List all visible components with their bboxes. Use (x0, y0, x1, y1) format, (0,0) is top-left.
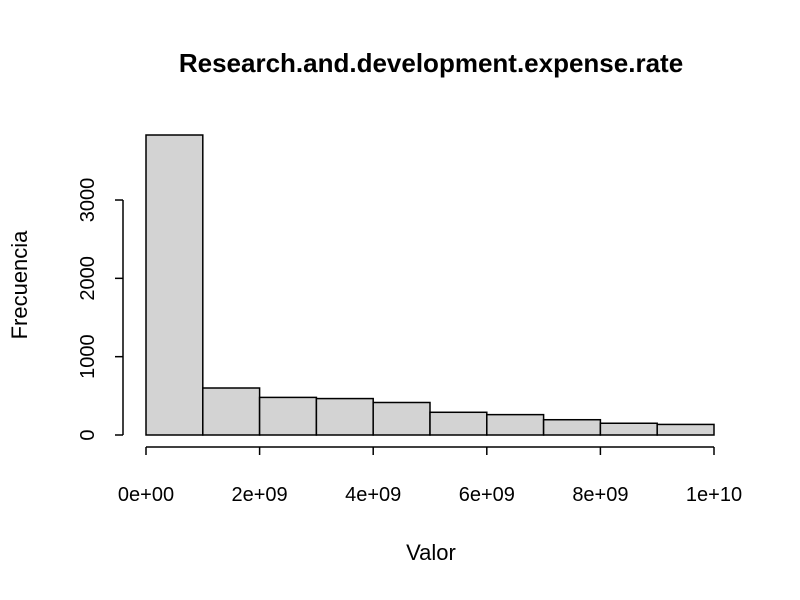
x-axis: 0e+00 2e+09 4e+09 6e+09 8e+09 1e+10 (118, 446, 742, 506)
x-tick-label: 4e+09 (345, 484, 401, 506)
histogram-bar (486, 413, 545, 436)
histogram-bar (542, 418, 602, 436)
x-tick-label: 1e+10 (686, 484, 742, 506)
chart-title: Research.and.development.expense.rate (179, 48, 683, 78)
histogram-bar (429, 411, 488, 436)
x-tick-label: 8e+09 (572, 484, 628, 506)
x-tick-label: 0e+00 (118, 484, 174, 506)
y-axis-label: Frecuencia (7, 230, 32, 340)
y-axis: 0 1000 2000 3000 (77, 178, 124, 441)
histogram-bar (145, 134, 204, 436)
x-tick-label: 2e+09 (232, 484, 288, 506)
histogram-bar (656, 423, 715, 436)
y-tick-label: 0 (77, 429, 99, 440)
x-axis-label: Valor (406, 540, 456, 565)
y-tick-label: 2000 (77, 256, 99, 301)
histogram-bar (202, 387, 261, 436)
y-tick-label: 3000 (77, 178, 99, 223)
histogram-bar (599, 422, 658, 436)
histogram-bar (372, 401, 431, 436)
histogram-bar (315, 397, 374, 436)
y-tick-label: 1000 (77, 334, 99, 379)
histogram-bar (258, 396, 318, 436)
x-tick-label: 6e+09 (459, 484, 515, 506)
histogram-bars (145, 134, 715, 436)
